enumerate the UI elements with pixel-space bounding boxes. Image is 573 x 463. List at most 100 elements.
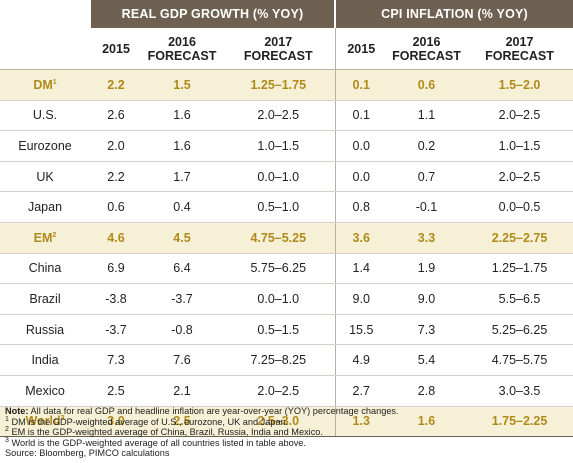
gdp-2016-forecast-cell: 4.5	[142, 222, 222, 254]
cpi-2017-forecast-cell: 3.0–3.5	[466, 375, 573, 407]
gdp-2015-header: 2015	[90, 28, 142, 70]
cpi-2017-forecast-cell: 2.0–2.5	[466, 161, 573, 193]
gdp-2016-forecast-cell: 1.7	[142, 161, 222, 193]
row-label: China	[0, 253, 90, 285]
row-label-text: Japan	[27, 200, 63, 215]
row-label: India	[0, 344, 90, 376]
table-row: India 7.3 7.6 7.25–8.25 4.9 5.4 4.75–5.75	[0, 344, 573, 376]
table-row: UK 2.2 1.7 0.0–1.0 0.0 0.7 2.0–2.5	[0, 161, 573, 193]
table-row: U.S. 2.6 1.6 2.0–2.5 0.1 1.1 2.0–2.5	[0, 100, 573, 132]
gdp-2016-header: 2016 FORECAST	[142, 28, 222, 70]
table-row: Japan 0.6 0.4 0.5–1.0 0.8 -0.1 0.0–0.5	[0, 191, 573, 223]
gdp-2015-cell: -3.7	[90, 314, 142, 346]
gdp-2017-forecast-cell: 0.0–1.0	[222, 161, 335, 193]
cpi-2016-header-forecast: FORECAST	[392, 48, 461, 63]
cpi-2017-forecast-cell: 1.25–1.75	[466, 253, 573, 285]
note-line: Note: All data for real GDP and headline…	[5, 406, 570, 417]
cpi-2015-cell: 0.0	[334, 130, 387, 162]
row-label: Brazil	[0, 283, 90, 315]
cpi-group-header: CPI INFLATION (% YOY)	[334, 0, 573, 28]
cpi-2016-forecast-cell: 9.0	[387, 283, 466, 315]
footnote-1-text: DM is the GDP-weighted average of U.S., …	[8, 416, 289, 427]
cpi-2015-cell: 4.9	[334, 344, 387, 376]
row-label: Japan	[0, 191, 90, 223]
cpi-2015-cell: 15.5	[334, 314, 387, 346]
gdp-2015-header-text: 2015	[102, 41, 130, 56]
sub-header-blank	[0, 28, 90, 70]
row-label-text: Eurozone	[18, 138, 72, 153]
forecast-table: REAL GDP GROWTH (% YOY) CPI INFLATION (%…	[0, 0, 573, 438]
row-label: Mexico	[0, 375, 90, 407]
cpi-2015-cell: 9.0	[334, 283, 387, 315]
gdp-2015-cell: 2.0	[90, 130, 142, 162]
cpi-2015-cell: 0.1	[334, 69, 387, 101]
row-label-footnote-marker: 3	[60, 415, 65, 423]
cpi-2016-forecast-cell: 7.3	[387, 314, 466, 346]
gdp-2017-forecast-cell: 4.75–5.25	[222, 222, 335, 254]
cpi-2015-cell: 0.1	[334, 100, 387, 132]
gdp-2016-forecast-cell: 1.6	[142, 100, 222, 132]
row-label: EM2	[0, 222, 90, 254]
note-text: All data for real GDP and headline infla…	[28, 406, 399, 416]
table-row: World3 3.0 2.5 2.5–3.0 1.3 1.6 1.75–2.25	[0, 406, 573, 438]
row-label-text: EM	[33, 230, 53, 245]
footnote-3: 3 World is the GDP-weighted average of a…	[5, 436, 570, 449]
gdp-2015-cell: 2.6	[90, 100, 142, 132]
cpi-2016-forecast-cell: 1.6	[387, 406, 466, 438]
gdp-2016-forecast-cell: 0.4	[142, 191, 222, 223]
footnote-3-text: World is the GDP-weighted average of all…	[8, 437, 306, 448]
gdp-2016-forecast-cell: 1.6	[142, 130, 222, 162]
footnote-3-marker: 3	[5, 436, 9, 444]
cpi-2017-header-forecast: FORECAST	[485, 48, 554, 63]
note-label: Note:	[5, 406, 29, 416]
gdp-2016-header-year: 2016	[168, 34, 196, 49]
cpi-2015-cell: 1.3	[334, 406, 387, 438]
source-line: Source: Bloomberg, PIMCO calculations	[5, 448, 170, 459]
row-label-footnote-marker: 1	[52, 78, 57, 86]
row-label-text: Russia	[25, 322, 65, 337]
cpi-2017-forecast-cell: 4.75–5.75	[466, 344, 573, 376]
row-label-text: India	[31, 353, 59, 368]
gdp-2015-cell: 6.9	[90, 253, 142, 285]
row-label-text: Brazil	[29, 291, 61, 306]
gdp-2016-header-forecast: FORECAST	[147, 48, 217, 63]
sub-header-row: 2015 2016 FORECAST 2017 FORECAST 2015 2016…	[0, 28, 573, 70]
cpi-2017-forecast-cell: 2.25–2.75	[466, 222, 573, 254]
table-row: China 6.9 6.4 5.75–6.25 1.4 1.9 1.25–1.75	[0, 253, 573, 285]
footnote-2: 2 EM is the GDP-weighted average of Chin…	[5, 426, 570, 438]
cpi-2016-header: 2016 FORECAST	[387, 28, 466, 70]
cpi-2017-forecast-cell: 2.0–2.5	[466, 100, 573, 132]
row-label-text: U.S.	[32, 108, 58, 123]
gdp-2015-cell: -3.8	[90, 283, 142, 315]
table-row: Eurozone 2.0 1.6 1.0–1.5 0.0 0.2 1.0–1.5	[0, 130, 573, 162]
cpi-2015-cell: 0.0	[334, 161, 387, 193]
cpi-2015-cell: 0.8	[334, 191, 387, 223]
gdp-2016-forecast-cell: 6.4	[142, 253, 222, 285]
table-row: Brazil -3.8 -3.7 0.0–1.0 9.0 9.0 5.5–6.5	[0, 283, 573, 315]
row-label-text: UK	[36, 169, 54, 184]
row-label: Russia	[0, 314, 90, 346]
cpi-2015-cell: 2.7	[334, 375, 387, 407]
cpi-2017-forecast-cell: 1.5–2.0	[466, 69, 573, 101]
row-label-text: Mexico	[25, 383, 65, 398]
header-blank-cell	[0, 0, 90, 28]
gdp-2017-forecast-cell: 2.0–2.5	[222, 375, 335, 407]
cpi-2017-forecast-cell: 1.75–2.25	[466, 406, 573, 438]
gdp-2015-cell: 2.2	[90, 161, 142, 193]
cpi-2016-forecast-cell: 0.6	[387, 69, 466, 101]
footnote-1: 1 DM is the GDP-weighted average of U.S.…	[5, 416, 570, 428]
cpi-2017-forecast-cell: 1.0–1.5	[466, 130, 573, 162]
gdp-2015-cell: 7.3	[90, 344, 142, 376]
row-label: World3	[0, 406, 90, 438]
table-body: DM1 2.2 1.5 1.25–1.75 0.1 0.6 1.5–2.0 U.S. 2.6 1.…	[0, 69, 573, 438]
cpi-2016-forecast-cell: 1.9	[387, 253, 466, 285]
table-row: Russia -3.7 -0.8 0.5–1.5 15.5 7.3 5.25–6.25	[0, 314, 573, 346]
gdp-group-header: REAL GDP GROWTH (% YOY)	[89, 0, 335, 28]
gdp-2017-header-forecast: FORECAST	[243, 48, 313, 63]
gdp-2016-forecast-cell: 2.5	[142, 406, 222, 438]
gdp-2017-forecast-cell: 5.75–6.25	[222, 253, 335, 285]
gdp-2017-forecast-cell: 2.0–2.5	[222, 100, 335, 132]
gdp-2017-forecast-cell: 2.5–3.0	[222, 406, 335, 438]
row-label: UK	[0, 161, 90, 193]
row-label-text: China	[28, 261, 62, 276]
